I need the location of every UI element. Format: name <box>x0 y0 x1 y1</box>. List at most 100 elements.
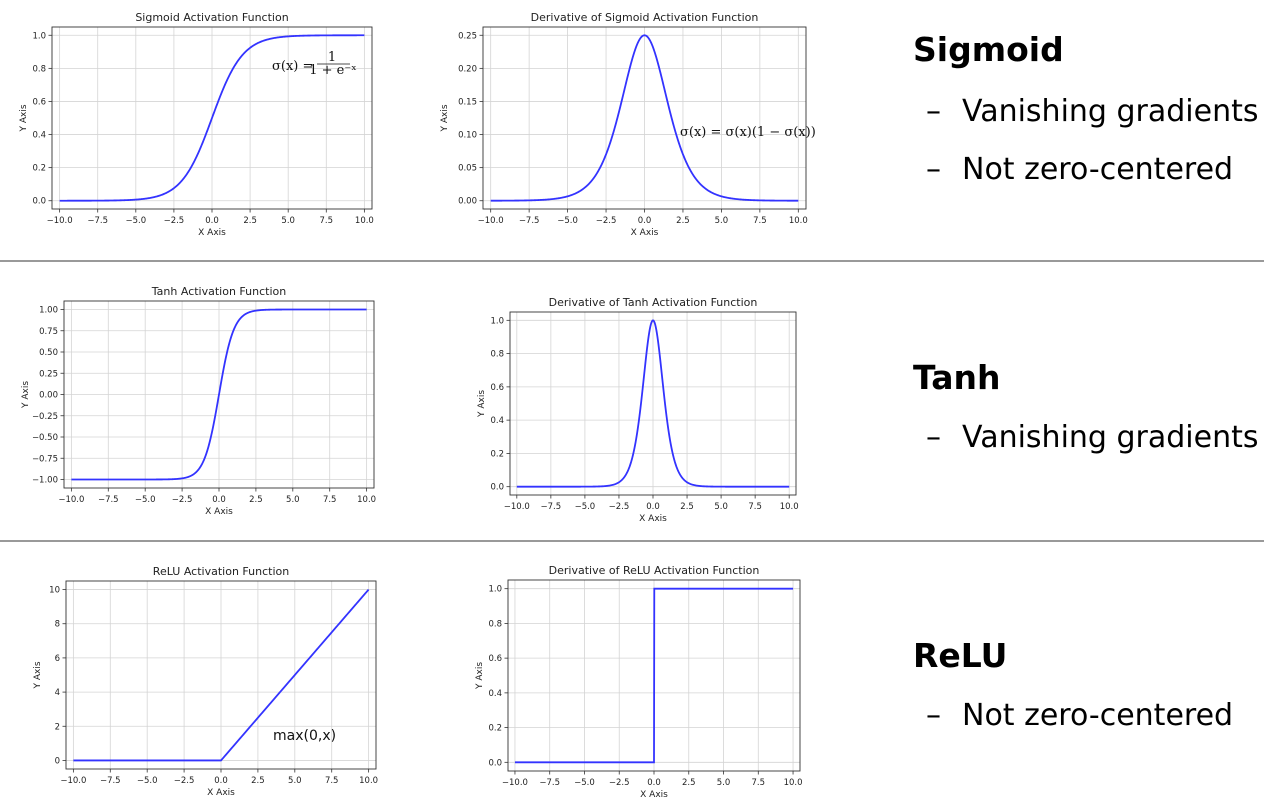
bullet-item: – Not zero-centered <box>926 152 1233 187</box>
bullet-text: Not zero-centered <box>962 698 1234 733</box>
y-tick-label: 0.10 <box>458 131 477 141</box>
tanh-chart: −10.0 −7.5 −5.0 −2.5 0.0 2.5 5.0 7.5 10.0 −1.00 −0… <box>21 285 376 517</box>
tanh-derivative-chart: −10.0 −7.5 −5.0 −2.5 0.0 2.5 5.0 7.5 10.0 0.0 0.2 0… <box>477 296 799 524</box>
x-tick-label: 10.0 <box>355 216 374 226</box>
x-tick-label: −10.0 <box>478 216 504 226</box>
x-tick-label: −2.5 <box>172 495 193 505</box>
x-tick-label: −10.0 <box>502 778 528 788</box>
formula-denominator: 1 + e⁻ˣ <box>309 63 357 78</box>
x-tick-label: −10.0 <box>60 776 86 786</box>
bullet-dash: – <box>926 152 941 187</box>
x-axis-label: X Axis <box>198 228 226 238</box>
x-tick-label: 7.5 <box>323 495 337 505</box>
series-line <box>59 34 365 202</box>
y-tick-label: 0.4 <box>488 689 502 699</box>
y-tick-label: 0.25 <box>39 369 58 379</box>
relu-formula: max(0,x) <box>273 728 336 744</box>
x-tick-label: 7.5 <box>752 778 766 788</box>
series-line <box>73 588 370 762</box>
x-axis-label: X Axis <box>207 788 235 798</box>
x-tick-label: 0.0 <box>212 495 226 505</box>
x-tick-label: −10.0 <box>47 216 73 226</box>
section-divider <box>0 540 1264 542</box>
y-tick-label: 0.4 <box>490 416 504 426</box>
y-tick-label: 2 <box>55 722 60 732</box>
x-tick-label: −7.5 <box>100 776 121 786</box>
x-tick-label: 2.5 <box>676 216 690 226</box>
chart-title: Tanh Activation Function <box>151 285 286 298</box>
x-tick-label: −2.5 <box>164 216 185 226</box>
x-tick-label: 0.0 <box>647 778 661 788</box>
section-heading-relu: ReLU <box>913 636 1008 675</box>
y-tick-label: 4 <box>55 688 60 698</box>
y-tick-label: −0.50 <box>32 433 58 443</box>
x-tick-label: −2.5 <box>174 776 195 786</box>
section-divider <box>0 260 1264 262</box>
x-tick-label: 2.5 <box>680 502 694 512</box>
y-tick-label: 0.05 <box>458 164 477 174</box>
x-tick-label: 0.0 <box>646 502 660 512</box>
y-tick-label: −1.00 <box>32 476 58 486</box>
x-tick-label: −5.0 <box>125 216 146 226</box>
y-tick-label: 0.75 <box>39 327 58 337</box>
bullet-item: – Vanishing gradients <box>926 94 1259 129</box>
y-tick-label: 0.25 <box>458 31 477 41</box>
chart-title: Derivative of Sigmoid Activation Functio… <box>531 11 759 24</box>
y-tick-label: −0.25 <box>32 412 58 422</box>
y-tick-label: 1.0 <box>490 316 504 326</box>
bullet-item: – Vanishing gradients <box>926 420 1259 455</box>
relu-chart: −10.0 −7.5 −5.0 −2.5 0.0 2.5 5.0 7.5 10.0 0 2 4 6 8 10… <box>33 565 378 798</box>
x-tick-label: 7.5 <box>748 502 762 512</box>
x-tick-label: −5.0 <box>575 502 596 512</box>
x-tick-label: 5.0 <box>286 495 300 505</box>
sigmoid-derivative-formula: σ(x) = σ(x)(1 − σ(x)) <box>680 125 816 140</box>
y-axis-label: Y Axis <box>21 381 31 409</box>
section-heading-sigmoid: Sigmoid <box>913 30 1064 69</box>
series-line <box>490 34 799 202</box>
x-tick-label: −7.5 <box>98 495 119 505</box>
y-tick-label: 1.0 <box>488 585 502 595</box>
y-tick-label: 1.00 <box>39 306 58 316</box>
y-axis-label: Y Axis <box>19 104 29 132</box>
x-axis-label: X Axis <box>640 790 668 800</box>
y-tick-label: 0.8 <box>32 64 46 74</box>
x-tick-label: −5.0 <box>135 495 156 505</box>
x-tick-label: 2.5 <box>251 776 265 786</box>
y-tick-label: 0.0 <box>490 483 504 493</box>
y-tick-label: 0.6 <box>32 97 46 107</box>
x-tick-label: 5.0 <box>288 776 302 786</box>
y-tick-label: 0.2 <box>32 164 46 174</box>
x-tick-label: 10.0 <box>789 216 808 226</box>
bullet-dash: – <box>926 420 941 455</box>
y-tick-label: 0.50 <box>39 348 58 358</box>
y-tick-label: 1.0 <box>32 31 46 41</box>
x-tick-label: 5.0 <box>717 778 731 788</box>
y-axis-label: Y Axis <box>33 661 43 689</box>
y-tick-label: −0.75 <box>32 454 58 464</box>
y-tick-label: 0.8 <box>488 619 502 629</box>
sigmoid-formula-annotation: σ(x) = 11 + e⁻ˣ <box>272 50 357 78</box>
series-line <box>71 308 367 481</box>
x-tick-label: 7.5 <box>320 216 334 226</box>
x-tick-label: 2.5 <box>243 216 257 226</box>
x-tick-label: −7.5 <box>541 502 562 512</box>
x-tick-label: −10.0 <box>504 502 530 512</box>
y-tick-label: 6 <box>55 654 60 664</box>
y-tick-label: 0.6 <box>490 383 504 393</box>
y-tick-label: 0.00 <box>458 197 477 207</box>
series-line <box>516 319 790 488</box>
x-tick-label: 2.5 <box>682 778 696 788</box>
x-tick-label: 10.0 <box>359 776 378 786</box>
x-tick-label: −7.5 <box>87 216 108 226</box>
formula-lhs: σ(x) = <box>272 59 313 74</box>
y-tick-label: 0.6 <box>488 654 502 664</box>
relu-derivative-chart: −10.0 −7.5 −5.0 −2.5 0.0 2.5 5.0 7.5 10.0 0.0 0.2 0… <box>475 564 803 800</box>
x-tick-label: 5.0 <box>715 216 729 226</box>
section-heading-tanh: Tanh <box>913 358 1001 397</box>
formula-numerator: 1 <box>328 50 336 65</box>
x-tick-label: 10.0 <box>784 778 803 788</box>
y-tick-label: 0.4 <box>32 131 46 141</box>
x-tick-label: −5.0 <box>574 778 595 788</box>
sigmoid-derivative-chart: −10.0 −7.5 −5.0 −2.5 0.0 2.5 5.0 7.5 10.0 0.00 0.0… <box>440 11 816 238</box>
chart-title: ReLU Activation Function <box>153 565 289 578</box>
